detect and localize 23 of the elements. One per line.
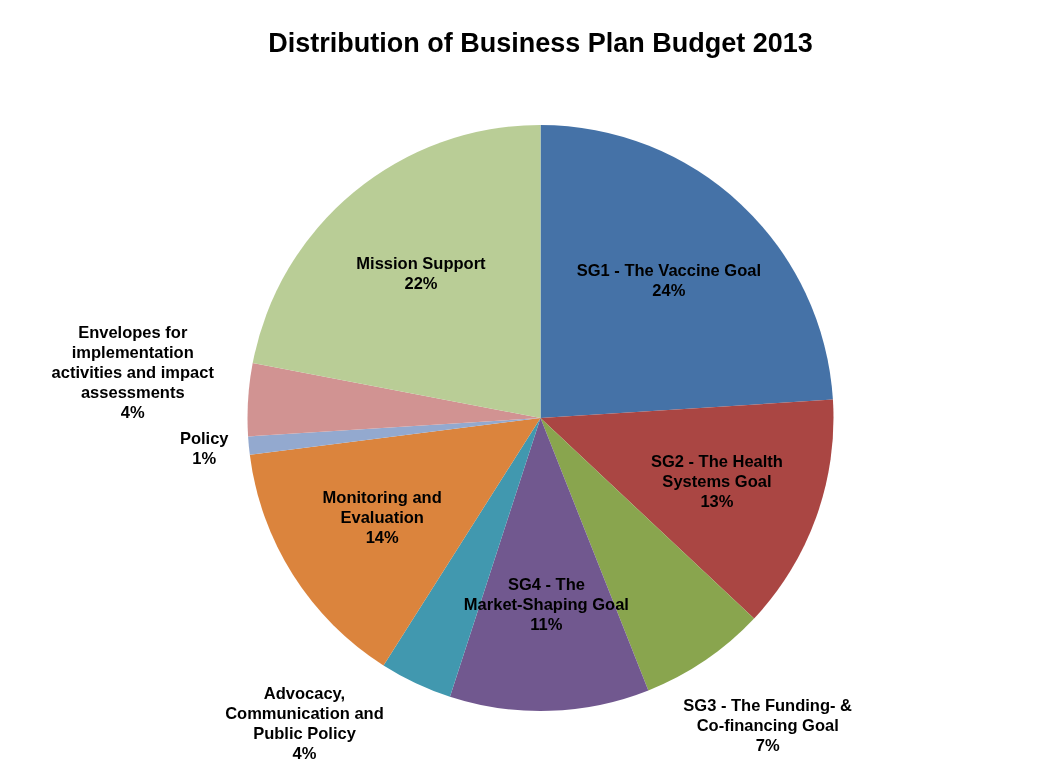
data-label: 24% [652,281,686,300]
slice-label: Advocacy, Communication and Public Policy [225,684,384,742]
slice-label: Mission Support [356,253,487,272]
chart-title: Distribution of Business Plan Budget 2013 [268,28,813,58]
data-label: 14% [365,528,400,547]
data-label: 22% [404,273,438,292]
pie-slice [247,363,541,437]
pie-slice [449,418,649,711]
pie-slice [252,125,541,418]
slice-label: SG2 - The Health Systems Goal [650,451,783,490]
pie-slice [540,125,833,418]
slice-label: SG1 - The Vaccine Goal [576,261,762,280]
slice-label: SG4 - The Market-Shaping Goal [463,575,629,614]
data-label: 4% [292,744,317,762]
data-label: 13% [700,491,734,510]
data-label: 11% [530,615,563,634]
slice-label: Envelopes for implementation activities and impact assessments [51,322,215,401]
slice-label: Monitoring and Evaluation [322,488,442,527]
data-label: 7% [755,736,780,755]
slice-label: SG3 - The Funding- & Co-financing Goal [683,696,853,735]
data-label: 4% [120,402,145,421]
data-label: 1% [192,448,217,467]
slice-label: Policy [179,428,230,447]
